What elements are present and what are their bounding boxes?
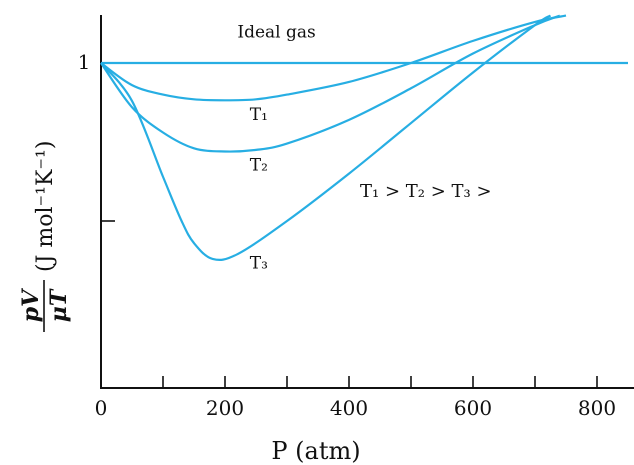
x-tick-label: 200 [206, 396, 244, 420]
series-label-2: T₂ [250, 155, 268, 175]
labels-layer: Ideal gas T₁ T₂ T₃ [237, 23, 315, 274]
y-axis-label-numerator: pV [18, 288, 44, 322]
series-line-1 [100, 14, 567, 102]
x-tick-label: 400 [330, 396, 368, 420]
series-label-3: T₃ [250, 253, 268, 273]
series-line-2 [100, 14, 561, 153]
series-layer [100, 14, 628, 261]
temperature-order-annotation: T₁ > T₂ > T₃ > [360, 181, 492, 202]
x-axis-label: P (atm) [271, 437, 360, 465]
y-axis-label-unit: (J mol⁻¹K⁻¹) [33, 141, 58, 272]
series-label-0: Ideal gas [237, 23, 315, 43]
series-label-1: T₁ [250, 105, 268, 125]
x-tick-label: 600 [454, 396, 492, 420]
x-ticks: 0 200 400 600 800 [95, 376, 616, 420]
x-tick-label: 800 [578, 396, 616, 420]
y-axis-label: pV μT (J mol⁻¹K⁻¹) [18, 141, 72, 332]
series-line-3 [100, 14, 552, 261]
y-tick-label: 1 [78, 50, 91, 74]
y-axis-label-denominator: μT [46, 288, 72, 322]
x-tick-label: 0 [95, 396, 108, 420]
